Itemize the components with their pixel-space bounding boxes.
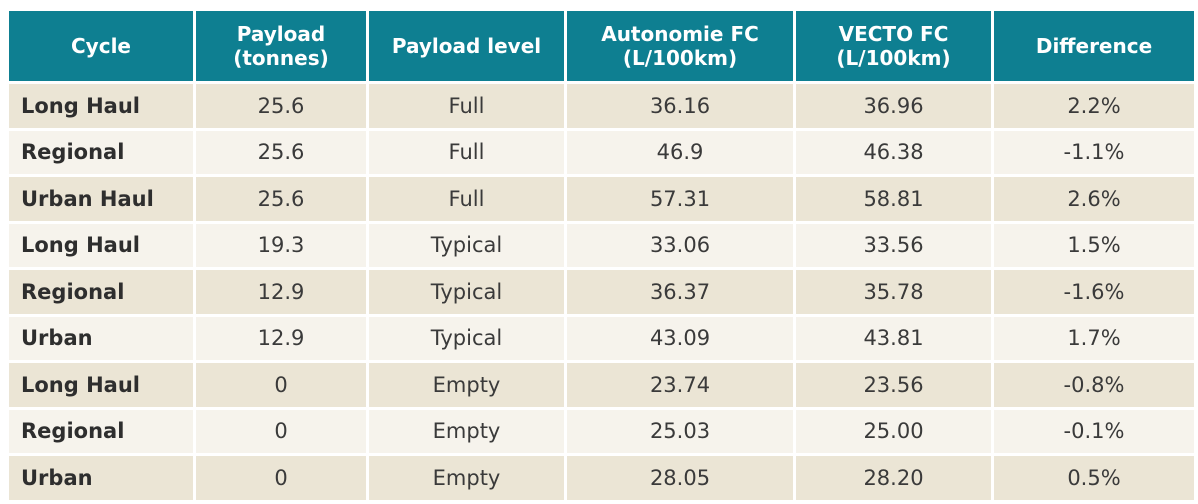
payload-cell: 25.6 <box>196 130 366 174</box>
vecto-fc-cell: 23.56 <box>796 363 991 407</box>
autonomie-fc-cell: 23.74 <box>567 363 793 407</box>
payload-cell: 0 <box>196 409 366 453</box>
fuel-consumption-table: Cycle Payload (tonnes) Payload level Auto… <box>6 8 1197 503</box>
header-vecto-fc: VECTO FC (L/100km) <box>796 11 991 81</box>
table-row: Long Haul 0 Empty 23.74 23.56 -0.8% <box>9 363 1194 407</box>
difference-cell: -0.8% <box>994 363 1194 407</box>
payload-level-cell: Empty <box>369 409 564 453</box>
vecto-fc-cell: 33.56 <box>796 223 991 267</box>
payload-cell: 12.9 <box>196 270 366 314</box>
cycle-cell: Regional <box>9 130 193 174</box>
cycle-cell: Long Haul <box>9 223 193 267</box>
vecto-fc-cell: 46.38 <box>796 130 991 174</box>
header-payload-level: Payload level <box>369 11 564 81</box>
payload-level-cell: Full <box>369 177 564 221</box>
payload-cell: 25.6 <box>196 177 366 221</box>
cycle-cell: Long Haul <box>9 363 193 407</box>
payload-level-cell: Full <box>369 84 564 128</box>
autonomie-fc-cell: 33.06 <box>567 223 793 267</box>
table-row: Regional 0 Empty 25.03 25.00 -0.1% <box>9 409 1194 453</box>
vecto-fc-cell: 58.81 <box>796 177 991 221</box>
cycle-cell: Regional <box>9 409 193 453</box>
vecto-fc-cell: 43.81 <box>796 316 991 360</box>
vecto-fc-cell: 28.20 <box>796 456 991 500</box>
vecto-fc-cell: 36.96 <box>796 84 991 128</box>
header-cycle: Cycle <box>9 11 193 81</box>
difference-cell: 1.5% <box>994 223 1194 267</box>
vecto-fc-cell: 35.78 <box>796 270 991 314</box>
cycle-cell: Urban <box>9 316 193 360</box>
autonomie-fc-cell: 43.09 <box>567 316 793 360</box>
difference-cell: 2.2% <box>994 84 1194 128</box>
difference-cell: 2.6% <box>994 177 1194 221</box>
table-row: Long Haul 25.6 Full 36.16 36.96 2.2% <box>9 84 1194 128</box>
payload-level-cell: Empty <box>369 363 564 407</box>
table-row: Urban 0 Empty 28.05 28.20 0.5% <box>9 456 1194 500</box>
payload-level-cell: Full <box>369 130 564 174</box>
payload-level-cell: Typical <box>369 316 564 360</box>
table-row: Urban 12.9 Typical 43.09 43.81 1.7% <box>9 316 1194 360</box>
payload-level-cell: Empty <box>369 456 564 500</box>
header-row: Cycle Payload (tonnes) Payload level Auto… <box>9 11 1194 81</box>
payload-level-cell: Typical <box>369 223 564 267</box>
difference-cell: 1.7% <box>994 316 1194 360</box>
table-row: Urban Haul 25.6 Full 57.31 58.81 2.6% <box>9 177 1194 221</box>
payload-level-cell: Typical <box>369 270 564 314</box>
header-difference: Difference <box>994 11 1194 81</box>
autonomie-fc-cell: 46.9 <box>567 130 793 174</box>
cycle-cell: Long Haul <box>9 84 193 128</box>
table-row: Regional 25.6 Full 46.9 46.38 -1.1% <box>9 130 1194 174</box>
cycle-cell: Regional <box>9 270 193 314</box>
cycle-cell: Urban <box>9 456 193 500</box>
autonomie-fc-cell: 28.05 <box>567 456 793 500</box>
table-row: Long Haul 19.3 Typical 33.06 33.56 1.5% <box>9 223 1194 267</box>
autonomie-fc-cell: 36.16 <box>567 84 793 128</box>
payload-cell: 12.9 <box>196 316 366 360</box>
difference-cell: -1.6% <box>994 270 1194 314</box>
autonomie-fc-cell: 36.37 <box>567 270 793 314</box>
table-row: Regional 12.9 Typical 36.37 35.78 -1.6% <box>9 270 1194 314</box>
header-autonomie-fc: Autonomie FC (L/100km) <box>567 11 793 81</box>
vecto-fc-cell: 25.00 <box>796 409 991 453</box>
cycle-cell: Urban Haul <box>9 177 193 221</box>
difference-cell: -1.1% <box>994 130 1194 174</box>
payload-cell: 0 <box>196 456 366 500</box>
autonomie-fc-cell: 57.31 <box>567 177 793 221</box>
difference-cell: -0.1% <box>994 409 1194 453</box>
autonomie-fc-cell: 25.03 <box>567 409 793 453</box>
payload-cell: 19.3 <box>196 223 366 267</box>
difference-cell: 0.5% <box>994 456 1194 500</box>
header-payload: Payload (tonnes) <box>196 11 366 81</box>
payload-cell: 0 <box>196 363 366 407</box>
payload-cell: 25.6 <box>196 84 366 128</box>
